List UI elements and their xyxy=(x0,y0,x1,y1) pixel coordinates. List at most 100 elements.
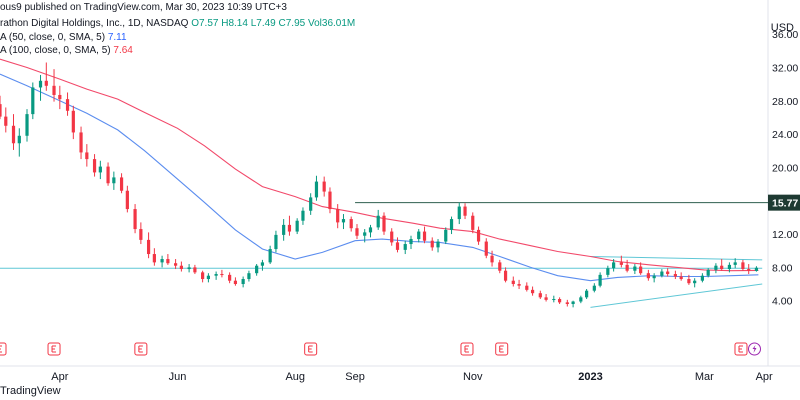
candle xyxy=(382,212,386,235)
candle xyxy=(517,279,521,290)
candle-body xyxy=(598,274,602,286)
candle xyxy=(233,277,238,286)
candle-body xyxy=(92,159,97,173)
candle-body xyxy=(268,249,272,263)
candle xyxy=(328,187,332,214)
y-tick-label: 24.00 xyxy=(772,129,798,141)
candle-body xyxy=(139,229,143,240)
symbol-name: rathon Digital Holdings, Inc., 1D, NASDA… xyxy=(0,18,189,29)
candle-body xyxy=(295,220,299,232)
candle-body xyxy=(44,80,48,86)
candle-body xyxy=(52,85,56,95)
candle xyxy=(11,114,16,150)
candle-body xyxy=(71,110,75,133)
x-tick-label: Apr xyxy=(51,371,68,383)
ma50-legend[interactable]: A (50, close, 0, SMA, 5) 7.11 xyxy=(0,32,127,43)
candle-body xyxy=(714,265,718,270)
candle xyxy=(592,283,596,293)
candle-body xyxy=(639,266,643,274)
candle-body xyxy=(403,244,407,250)
candle-body xyxy=(530,289,535,294)
candle-body xyxy=(484,241,488,256)
candle xyxy=(0,95,2,120)
candle xyxy=(747,264,751,275)
candle-body xyxy=(282,224,286,235)
candle-body xyxy=(220,274,224,276)
candle-body xyxy=(490,255,494,263)
candle xyxy=(476,226,481,245)
trendline xyxy=(590,283,763,308)
candle xyxy=(395,237,400,253)
y-tick-label: 28.00 xyxy=(772,96,798,108)
candle-body xyxy=(525,285,529,290)
candle-body xyxy=(476,229,481,242)
candle xyxy=(349,216,353,232)
candle-body xyxy=(187,267,191,270)
candle xyxy=(733,258,737,269)
candle xyxy=(112,171,116,190)
ma100-legend[interactable]: A (100, close, 0, SMA, 5) 7.64 xyxy=(0,45,133,56)
candle xyxy=(687,274,691,285)
ohlc-volume: Vol36.01M xyxy=(307,18,356,29)
candle xyxy=(444,227,448,245)
candle xyxy=(187,264,191,273)
candle xyxy=(341,214,346,230)
candle xyxy=(255,264,259,276)
y-tick-label: 4.00 xyxy=(772,296,793,308)
candle-body xyxy=(133,209,137,230)
candle xyxy=(125,185,129,213)
price-label-text: 15.77 xyxy=(772,198,798,210)
candle xyxy=(295,218,299,235)
candle-body xyxy=(552,299,556,301)
candle-body xyxy=(693,280,697,284)
candle-body xyxy=(160,259,164,263)
y-tick-label: 12.00 xyxy=(772,229,798,241)
candle xyxy=(139,222,143,245)
ma50-value: 7.11 xyxy=(107,32,127,43)
candle xyxy=(241,276,245,288)
candle-body xyxy=(11,125,16,144)
candle-body xyxy=(585,290,589,298)
candle xyxy=(409,235,413,250)
trendline xyxy=(590,256,763,261)
y-tick-label: 20.00 xyxy=(772,162,798,174)
candle xyxy=(160,255,164,268)
candle-body xyxy=(444,229,448,242)
y-tick-label: 8.00 xyxy=(772,262,793,274)
candle xyxy=(336,204,340,229)
event-marker xyxy=(747,342,761,356)
candle-body xyxy=(382,215,386,232)
candle-body xyxy=(565,302,569,305)
candle xyxy=(228,272,232,284)
candle xyxy=(625,259,629,273)
candle-body xyxy=(233,280,238,285)
candle-body xyxy=(498,262,502,271)
candle-body xyxy=(152,254,156,263)
candle xyxy=(220,269,224,278)
candle-body xyxy=(241,279,245,285)
candle xyxy=(463,203,467,220)
candle-body xyxy=(206,275,211,280)
candle xyxy=(503,267,508,283)
candle-body xyxy=(720,265,724,270)
ohlc-open: O7.57 xyxy=(191,18,219,29)
candle-body xyxy=(579,297,583,302)
candle-body xyxy=(125,190,129,210)
candle xyxy=(268,245,272,265)
candle xyxy=(166,254,170,265)
candle xyxy=(355,224,359,240)
candle-body xyxy=(368,227,373,233)
candle-body xyxy=(146,239,151,255)
candle xyxy=(612,259,616,272)
candle-body xyxy=(557,299,562,303)
candle xyxy=(71,105,75,140)
candle xyxy=(247,270,251,282)
candle xyxy=(152,248,156,266)
earnings-marker xyxy=(495,342,509,356)
candle xyxy=(530,286,535,296)
candle xyxy=(619,255,623,268)
candle-body xyxy=(741,262,745,270)
candle xyxy=(571,300,575,308)
candle-body xyxy=(679,276,683,280)
